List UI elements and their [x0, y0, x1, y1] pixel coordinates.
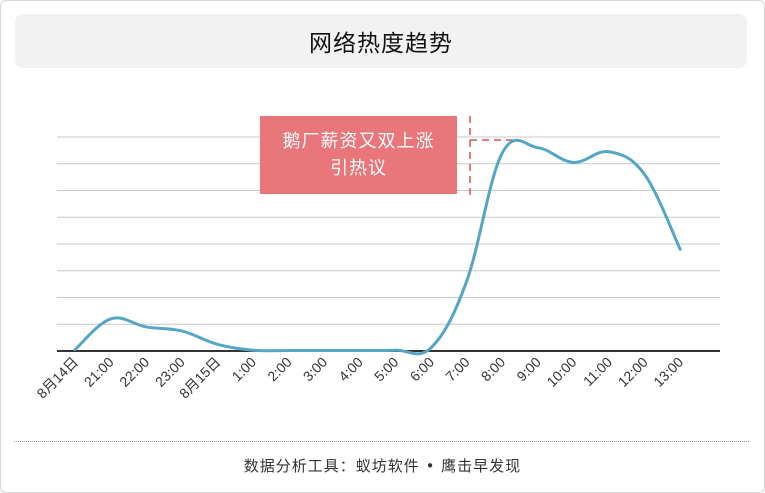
x-tick-label: 8:00 [478, 354, 509, 385]
annotation-text: 鹅厂薪资又双上涨引热议 [282, 131, 435, 179]
footer-divider [14, 441, 749, 442]
chart-title: 网络热度趋势 [309, 31, 453, 57]
x-tick-label: 3:00 [300, 354, 331, 385]
x-tick-label: 5:00 [371, 354, 402, 385]
annotation-box: 鹅厂薪资又双上涨引热议 [260, 116, 457, 194]
series-line [73, 138, 682, 356]
x-tick-label: 13:00 [650, 354, 686, 390]
x-tick-label: 4:00 [335, 354, 366, 385]
footer-source: 数据分析工具：蚁坊软件 • 鹰击早发现 [243, 457, 522, 475]
title-bar: 网络热度趋势 [15, 14, 747, 68]
x-tick-label: 8月14日 [33, 354, 81, 402]
x-tick-label: 21:00 [81, 354, 117, 390]
x-tick-label: 11:00 [580, 354, 616, 390]
x-tick-label: 1:00 [229, 354, 260, 385]
x-tick-label: 10:00 [543, 354, 579, 390]
x-tick-label: 2:00 [264, 354, 295, 385]
x-tick-label: 6:00 [407, 354, 438, 385]
x-tick-label: 9:00 [513, 354, 544, 385]
x-tick-label: 22:00 [116, 354, 152, 390]
x-tick-label: 7:00 [442, 354, 473, 385]
x-tick-label: 12:00 [615, 354, 651, 390]
